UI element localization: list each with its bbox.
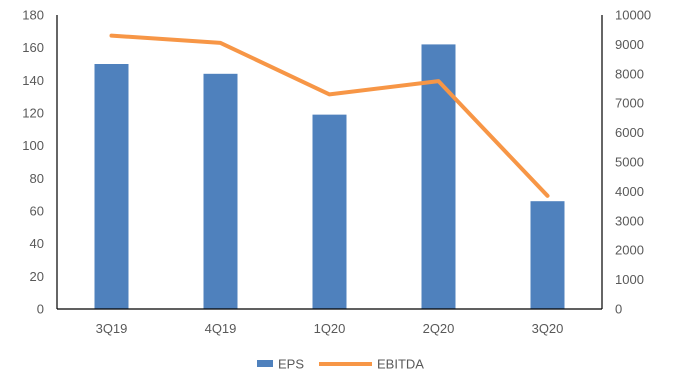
left-tick-label: 40 [30, 236, 44, 251]
eps-bars [94, 44, 565, 310]
x-tick-label: 1Q20 [314, 321, 346, 336]
axes [56, 15, 603, 310]
x-tick-label: 2Q20 [423, 321, 455, 336]
x-tick-label: 3Q20 [532, 321, 564, 336]
right-tick-label: 0 [615, 302, 622, 317]
left-axis-ticks: 0 20 40 60 80 100 120 140 160 180 [22, 8, 44, 317]
right-tick-label: 7000 [615, 96, 644, 111]
left-tick-label: 0 [37, 302, 44, 317]
legend-eps-swatch [257, 360, 273, 367]
eps-bar [530, 201, 565, 309]
x-axis-ticks: 3Q19 4Q19 1Q20 2Q20 3Q20 [96, 321, 564, 336]
right-tick-label: 9000 [615, 37, 644, 52]
legend-ebitda-label: EBITDA [377, 357, 424, 372]
left-tick-label: 120 [22, 106, 44, 121]
right-tick-label: 3000 [615, 213, 644, 228]
eps-bar [421, 44, 456, 310]
eps-bar [312, 114, 347, 309]
right-tick-label: 5000 [615, 155, 644, 170]
right-tick-label: 1000 [615, 272, 644, 287]
left-tick-label: 140 [22, 73, 44, 88]
left-tick-label: 20 [30, 269, 44, 284]
x-tick-label: 3Q19 [96, 321, 128, 336]
right-tick-label: 6000 [615, 125, 644, 140]
eps-bar [203, 73, 238, 309]
legend-eps-label: EPS [278, 357, 304, 372]
left-tick-label: 160 [22, 40, 44, 55]
left-tick-label: 60 [30, 204, 44, 219]
right-tick-label: 10000 [615, 8, 651, 23]
left-tick-label: 80 [30, 171, 44, 186]
right-tick-label: 2000 [615, 243, 644, 258]
x-tick-label: 4Q19 [205, 321, 237, 336]
right-tick-label: 4000 [615, 184, 644, 199]
right-axis-ticks: 0 1000 2000 3000 4000 5000 6000 7000 8000 9000 100… [615, 8, 651, 317]
ebitda-line [109, 33, 550, 198]
eps-bar [94, 64, 129, 309]
left-tick-label: 180 [22, 8, 44, 23]
left-tick-label: 100 [22, 138, 44, 153]
right-tick-label: 8000 [615, 66, 644, 81]
legend: EPS EBITDA [257, 357, 424, 372]
